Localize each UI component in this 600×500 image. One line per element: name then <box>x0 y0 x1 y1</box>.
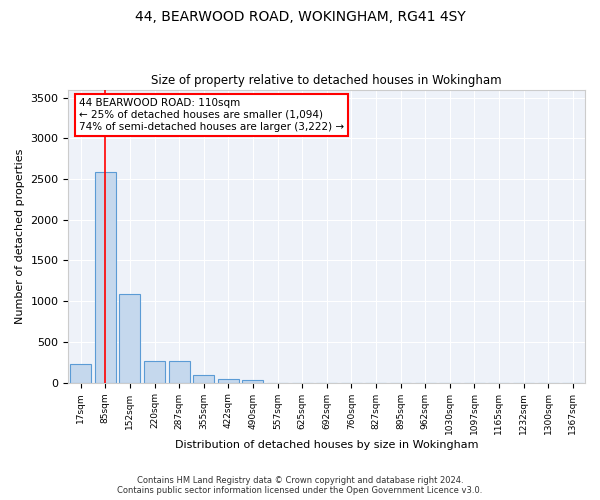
Bar <box>169 360 190 382</box>
Text: 44 BEARWOOD ROAD: 110sqm
← 25% of detached houses are smaller (1,094)
74% of sem: 44 BEARWOOD ROAD: 110sqm ← 25% of detach… <box>79 98 344 132</box>
Y-axis label: Number of detached properties: Number of detached properties <box>15 148 25 324</box>
X-axis label: Distribution of detached houses by size in Wokingham: Distribution of detached houses by size … <box>175 440 478 450</box>
Text: Contains HM Land Registry data © Crown copyright and database right 2024.
Contai: Contains HM Land Registry data © Crown c… <box>118 476 482 495</box>
Bar <box>242 380 263 382</box>
Bar <box>95 172 116 382</box>
Bar <box>144 360 165 382</box>
Text: 44, BEARWOOD ROAD, WOKINGHAM, RG41 4SY: 44, BEARWOOD ROAD, WOKINGHAM, RG41 4SY <box>134 10 466 24</box>
Bar <box>119 294 140 382</box>
Title: Size of property relative to detached houses in Wokingham: Size of property relative to detached ho… <box>151 74 502 87</box>
Bar <box>193 375 214 382</box>
Bar <box>70 364 91 382</box>
Bar <box>218 378 239 382</box>
